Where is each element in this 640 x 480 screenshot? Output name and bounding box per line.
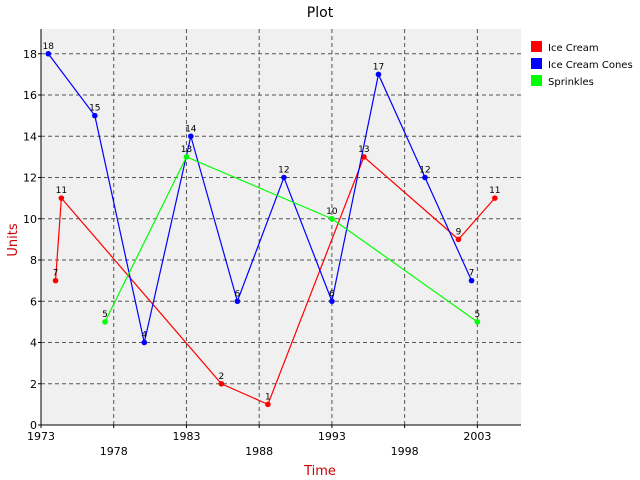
data-label: 7 [469,269,475,279]
data-label: 6 [329,289,335,299]
data-label: 2 [218,372,224,382]
legend-item-label: Sprinkles [548,77,594,88]
series-line [47,53,473,343]
x-tick-label: 2003 [463,430,491,443]
data-point [188,133,194,140]
data-labels: 7 11 2 1 13 9 11 18 15 4 14 6 12 6 17 12 7 5 13 10 5 [43,42,501,403]
data-point [58,195,65,201]
grid-lines [41,29,521,425]
data-label: 12 [278,166,289,176]
y-tick-label: 12 [23,172,37,185]
data-label: 11 [56,186,67,196]
data-point [141,339,148,346]
x-tick-label: 1998 [391,445,419,458]
y-tick-label: 4 [30,337,37,350]
data-point [102,319,108,325]
y-tick-label: 14 [23,130,37,143]
data-point [375,71,382,78]
y-tick-label: 16 [23,89,37,102]
data-point [455,236,462,243]
x-axis-label: Time [303,464,336,479]
data-label: 7 [53,269,59,279]
plot-area [41,29,521,425]
legend-item-label: Ice Cream Cones [548,60,633,71]
data-point [234,298,241,305]
data-point [45,50,52,57]
y-tick-label: 6 [30,295,37,308]
data-label: 4 [141,331,147,341]
data-point [52,277,59,284]
y-tick-label: 8 [30,254,37,267]
data-label: 18 [43,42,55,52]
data-label: 13 [358,145,369,155]
data-point [422,174,428,181]
data-point [329,298,335,305]
x-tick-label: 1978 [100,445,128,458]
data-label: 9 [456,227,462,237]
data-label: 1 [265,392,271,402]
data-label: 10 [326,207,338,217]
data-point [329,215,335,222]
data-label: 6 [234,289,240,299]
data-point [281,174,287,181]
data-point [468,277,475,284]
data-label: 15 [89,104,100,114]
x-tick-label: 1983 [172,430,200,443]
data-point [474,319,481,325]
legend-item-label: Ice Cream [548,43,599,54]
y-axis-label: Units [6,223,21,256]
data-label: 5 [474,310,480,320]
data-point [265,401,271,408]
data-point [218,380,225,387]
y-tick-label: 2 [30,378,37,391]
data-point [183,154,190,160]
y-tick-label: 10 [23,213,37,226]
chart-title: Plot [307,5,334,21]
data-label: 12 [419,166,430,176]
series-lines [45,50,498,408]
legend-swatch [531,41,542,52]
data-label: 13 [181,145,192,155]
x-tick-label: 1973 [27,430,55,443]
x-tick-label: 1993 [318,430,346,443]
series-line [104,156,478,323]
data-label: 5 [102,310,108,320]
legend-swatch [531,58,542,69]
data-label: 11 [489,186,500,196]
data-point [361,154,367,160]
data-point [92,112,98,119]
y-tick-label: 0 [30,419,37,432]
legend-swatch [531,75,542,86]
data-label: 14 [185,124,197,134]
legend: Ice Cream Ice Cream Cones Sprinkles [531,41,633,88]
data-point [492,195,498,201]
data-label: 17 [373,62,384,72]
y-tick-label: 18 [23,48,37,61]
x-tick-label: 1988 [245,445,273,458]
